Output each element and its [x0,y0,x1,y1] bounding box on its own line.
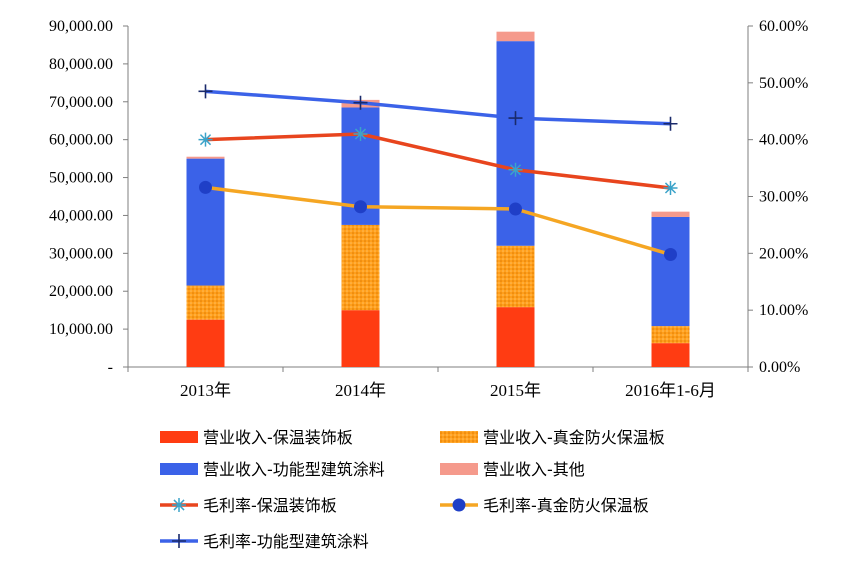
y-left-tick-label: 50,000.00 [49,170,113,187]
bar-2 [341,224,380,311]
y-left-tick-label: 80,000.00 [49,56,113,73]
bars [186,31,690,367]
x-tick-label: 2015年 [490,381,541,400]
legend-swatch [440,463,478,475]
bar-4 [186,156,225,159]
y-right-tick-label: 20.00% [759,245,808,262]
y-right-tick-label: 10.00% [759,302,808,319]
bar-2 [651,326,690,344]
y-left-tick-label: 30,000.00 [49,245,113,262]
x-tick-label: 2014年 [335,381,386,400]
legend-swatch [160,463,198,475]
bar-3 [651,216,690,327]
line-3-point [198,84,213,99]
y-left-tick-label: 20,000.00 [49,283,113,300]
line-2-point [664,247,677,261]
x-tick-label: 2013年 [180,381,231,400]
legend-marker [452,498,466,512]
bar-1 [496,307,535,367]
y-left-tick-label: 70,000.00 [49,94,113,111]
bar-2 [186,285,225,320]
y-left-tick-label: - [108,359,113,376]
lines [198,84,678,261]
legend-swatch [440,431,478,443]
line-1-point [198,132,213,147]
x-tick-label: 2016年1-6月 [625,381,716,400]
y-right-tick-label: 40.00% [759,132,808,149]
legend-marker [172,534,186,548]
line-1 [205,132,671,190]
y-left-tick-label: 40,000.00 [49,207,113,224]
legend-label: 营业收入-功能型建筑涂料 [203,460,385,479]
line-3-point [508,111,523,126]
legend-label: 营业收入-其他 [483,460,585,479]
bar-4 [651,211,690,217]
line-2 [205,185,671,257]
bar-1 [186,319,225,367]
legend-swatch [160,431,198,443]
legend-label: 营业收入-真金防火保温板 [483,428,665,447]
legend-label: 毛利率-真金防火保温板 [483,496,649,515]
y-right-tick-label: 50.00% [759,75,808,92]
bar-2 [496,245,535,308]
bar-3 [186,158,225,286]
legend-label: 毛利率-保温装饰板 [203,496,337,515]
legend-marker [172,498,186,512]
bar-1 [651,343,690,367]
y-left-tick-label: 60,000.00 [49,132,113,149]
line-2-point [354,200,367,214]
bar-4 [496,31,535,42]
y-left-tick-label: 90,000.00 [49,18,113,35]
y-left-tick-label: 10,000.00 [49,321,113,338]
bar-1 [341,310,380,367]
line-1-point [508,162,523,177]
legend-label: 毛利率-功能型建筑涂料 [203,532,369,551]
line-1-point [663,180,678,195]
line-1-point [353,126,368,141]
legend-label: 营业收入-保温装饰板 [203,428,353,447]
axes: - 10,000.00 20,000.00 30,000.00 40,000.00 50,… [49,18,808,400]
line-3-point [353,95,368,110]
y-right-tick-label: 30.00% [759,189,808,206]
line-2-point [509,202,522,216]
line-3 [205,89,671,126]
line-2-point [199,180,212,194]
y-right-tick-label: 0.00% [759,359,800,376]
y-right-tick-label: 60.00% [759,18,808,35]
line-3-point [663,116,678,131]
